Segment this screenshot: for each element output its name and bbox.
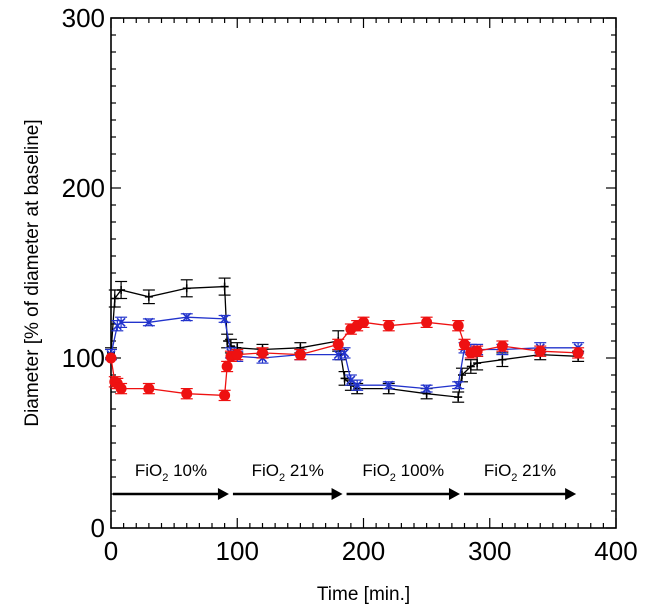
data-point [294,348,307,361]
data-point [471,345,484,357]
y-tick-label: 0 [91,513,105,543]
marker-x [333,350,343,360]
data-point [452,320,465,332]
marker-dot [257,347,268,359]
data-point [382,380,395,390]
data-point [452,380,465,390]
phase-label: FiO2 21% [484,461,556,484]
marker-dot [294,349,306,361]
phase-arrow-head [565,488,577,500]
phase-label: FiO2 21% [252,461,324,484]
phase-annotation: FiO2 100% [346,461,460,500]
data-point [142,289,155,305]
series-plus [105,277,585,403]
marker-x [422,384,432,394]
marker-dot [452,320,464,332]
marker-x [116,317,126,327]
marker-x [182,312,192,322]
data-point [496,340,509,352]
axis-ticks: 0 100 200 300 400 0 100 200 300 [62,3,638,566]
series-dot [105,316,585,402]
data-point [231,348,244,361]
data-point [338,347,351,359]
data-point [218,389,231,402]
x-tick-label: 0 [104,536,118,566]
data-point [420,316,433,328]
marker-x [339,348,350,358]
data-point [420,384,433,394]
data-point [105,352,117,364]
data-point [180,312,193,322]
phase-annotation: FiO2 10% [113,461,229,500]
data-point [221,360,234,373]
phase-annotations: FiO2 10% FiO2 21% FiO2 100% FiO2 21% [113,461,577,500]
plot-border [110,17,617,529]
data-point [572,347,585,359]
marker-dot [471,345,483,357]
x-tick-label: 400 [594,536,637,566]
marker-dot [421,316,433,328]
marker-dot [181,388,193,400]
data-point [142,382,155,395]
phase-arrow-head [217,488,229,500]
marker-dot [231,349,243,361]
data-point [218,277,231,296]
marker-dot [383,320,395,332]
marker-x [346,375,356,385]
data-point [464,359,477,374]
phase-annotation: FiO2 21% [463,461,577,500]
phase-label: FiO2 10% [135,461,207,484]
data-point [534,345,547,357]
marker-x [453,380,463,390]
x-tick-label: 200 [342,536,385,566]
marker-dot [105,352,117,364]
marker-dot [143,383,155,395]
marker-dot [332,338,344,350]
data-point [332,338,345,351]
phase-arrow-head [331,488,343,500]
marker-dot [534,345,546,357]
marker-x [352,380,362,390]
y-tick-label: 300 [62,3,105,33]
marker-dot [219,389,231,401]
data-point [115,382,128,395]
marker-dot [459,338,470,350]
data-point [256,347,269,359]
y-axis-label: Diameter [% of diameter at baseline] [22,119,43,426]
plot-frame [110,17,617,529]
y-tick-label: 100 [62,343,105,373]
marker-dot [221,361,233,372]
marker-dot [358,316,369,328]
data-point [452,391,465,403]
data-point [344,374,357,386]
data-point [115,316,128,328]
marker-x [384,380,394,390]
marker-dot [496,340,508,352]
x-tick-label: 300 [468,536,511,566]
data-point [115,280,128,300]
x-tick-label: 100 [216,536,259,566]
data-point [218,314,231,324]
phase-label: FiO2 100% [362,461,444,484]
marker-dot [115,383,127,395]
series-layer [105,277,585,403]
phase-annotation: FiO2 21% [232,461,343,500]
marker-x [144,317,154,327]
data-point [357,316,370,328]
y-tick-label: 200 [62,173,105,203]
phase-arrow-head [448,488,460,500]
marker-x [220,314,230,324]
data-point [142,317,155,327]
data-point [382,320,395,332]
data-point [351,379,364,391]
x-axis-label: Time [min.] [317,584,410,605]
marker-dot [572,347,584,359]
data-point [180,388,193,400]
data-point [180,279,193,298]
